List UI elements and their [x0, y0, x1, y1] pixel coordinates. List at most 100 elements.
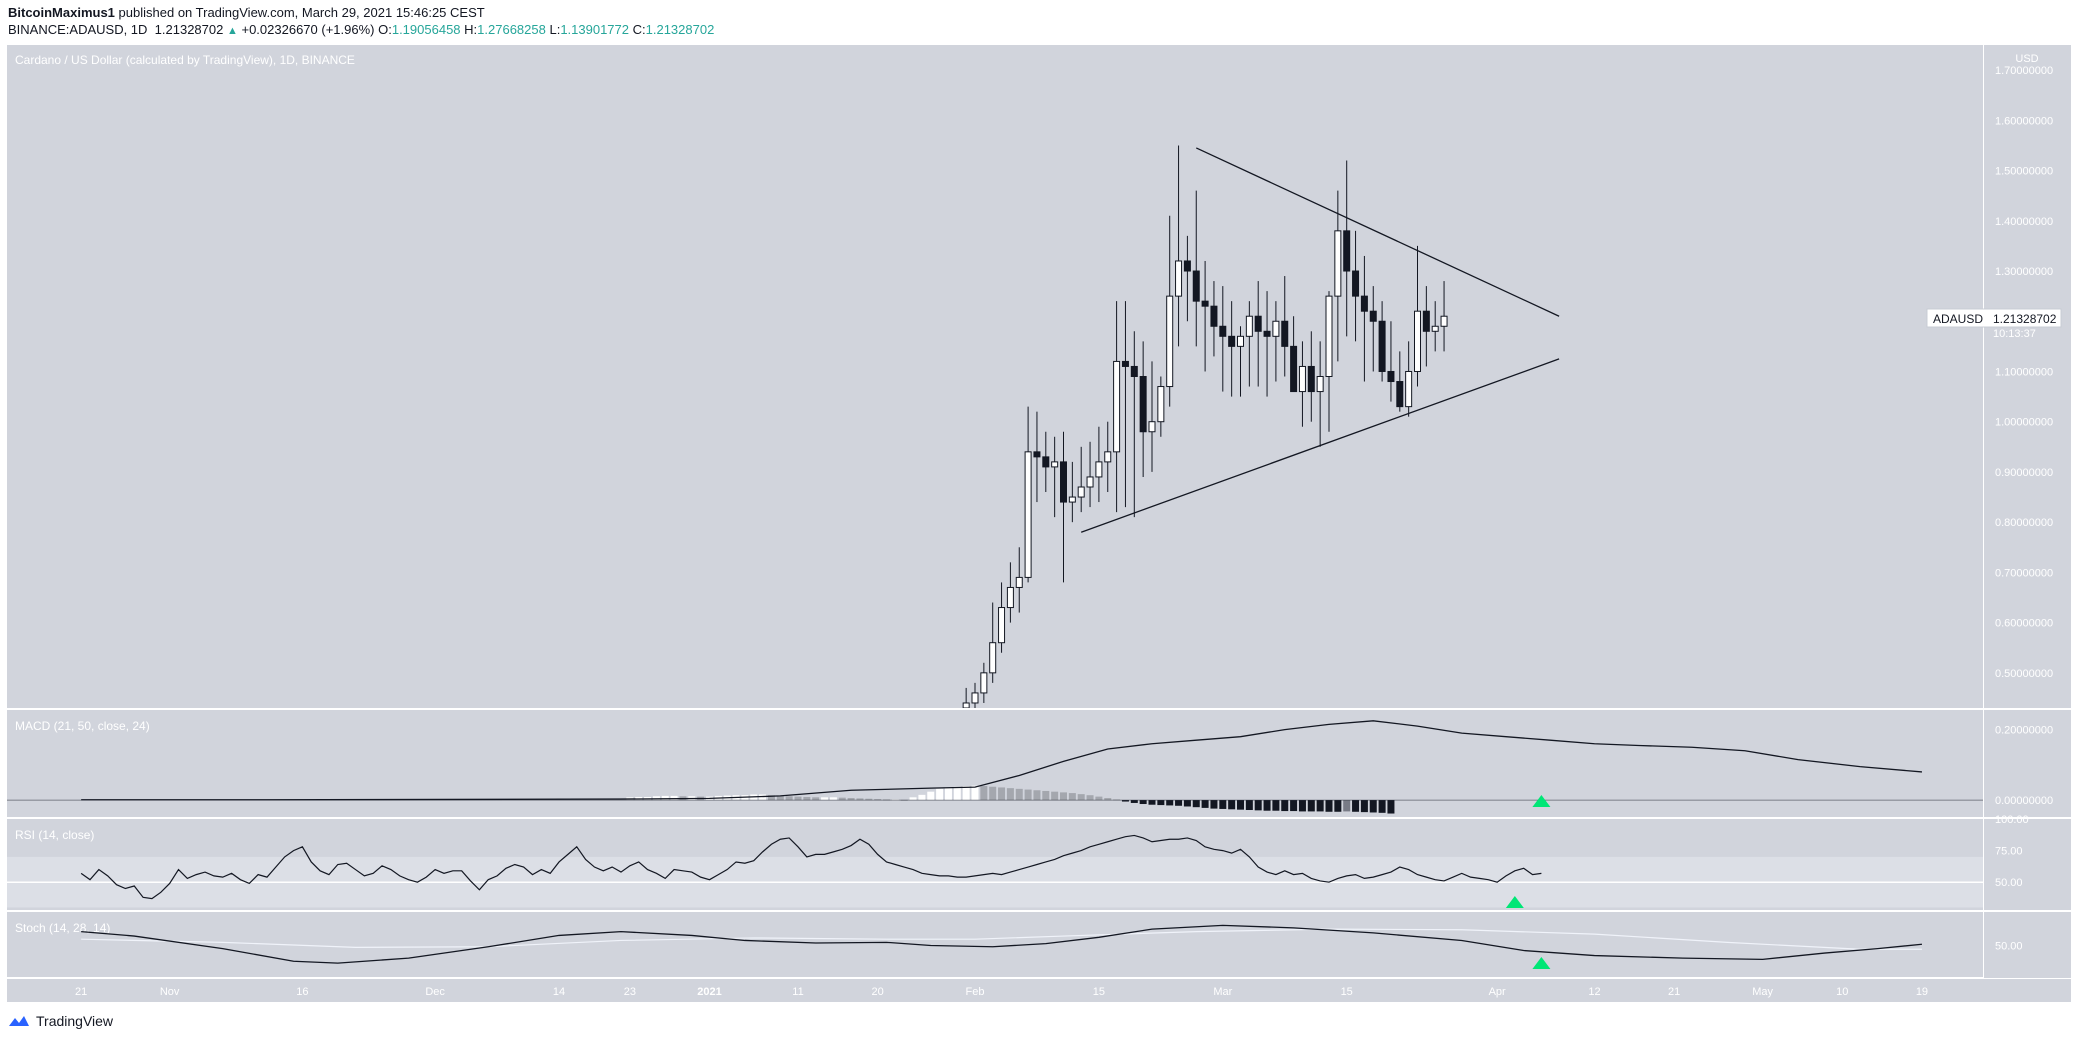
- candle-body: [1015, 576, 1023, 588]
- time-tick-label: 15: [1093, 986, 1105, 998]
- macd-pane-title: MACD (21, 50, close, 24): [15, 719, 150, 733]
- macd-histogram-bar: [1334, 800, 1342, 812]
- time-tick-label: Apr: [1489, 986, 1506, 998]
- time-tick-label: 15: [1341, 986, 1353, 998]
- rsi-line: [80, 834, 1542, 900]
- macd-line: [81, 720, 1923, 801]
- author-name[interactable]: BitcoinMaximus1: [8, 5, 115, 20]
- signal-up-triangle-icon: [1532, 957, 1551, 969]
- time-tick-label: 10: [1836, 986, 1848, 998]
- macd-histogram-bar: [1139, 800, 1147, 805]
- time-tick-label: 23: [624, 986, 636, 998]
- macd-histogram-bar: [1245, 800, 1253, 811]
- candle-body: [1440, 315, 1448, 327]
- high-value: 1.27668258: [477, 22, 546, 37]
- candle-body: [1060, 461, 1067, 503]
- price-tick-label: 1.50000000: [1995, 166, 2053, 178]
- macd-histogram-bar: [776, 795, 784, 801]
- footer-branding[interactable]: TradingView: [8, 1013, 113, 1029]
- macd-histogram-bar: [1228, 800, 1236, 810]
- time-axis[interactable]: [7, 979, 2071, 1002]
- macd-histogram-bar: [1290, 800, 1298, 812]
- macd-histogram-bar: [1175, 800, 1183, 806]
- macd-histogram-bar: [1024, 789, 1032, 801]
- currency-label: USD: [2015, 53, 2038, 65]
- macd-histogram-bar: [1387, 800, 1395, 814]
- price-tick-label: 0.80000000: [1995, 517, 2053, 529]
- macd-pane[interactable]: [7, 710, 1983, 817]
- time-tick-label: 14: [553, 986, 565, 998]
- macd-histogram-bar: [1219, 800, 1227, 809]
- time-tick-label: Dec: [425, 986, 445, 998]
- candle-body: [1254, 315, 1262, 332]
- candle-body: [1369, 310, 1377, 322]
- candle-body: [1343, 230, 1351, 272]
- macd-histogram-bar: [909, 797, 917, 801]
- macd-histogram-bar: [1298, 800, 1306, 812]
- macd-histogram-bar: [1086, 795, 1094, 801]
- close-value: 1.21328702: [645, 22, 715, 37]
- time-tick-label: 20: [872, 986, 884, 998]
- candle-body: [1245, 315, 1253, 337]
- candle-body: [1024, 451, 1032, 578]
- open-label: O:: [378, 22, 392, 37]
- candle-body: [962, 702, 970, 708]
- candle-body: [1104, 451, 1112, 463]
- tradingview-logo-icon: [9, 1016, 29, 1026]
- main-pane-title: Cardano / US Dollar (calculated by Tradi…: [15, 53, 355, 67]
- macd-histogram-bar: [874, 799, 882, 801]
- main-pane[interactable]: [7, 45, 1983, 708]
- macd-histogram-bar: [785, 796, 793, 801]
- rsi-tick-label: 100.00: [1995, 814, 2029, 826]
- up-arrow-icon: ▲: [226, 25, 238, 37]
- candle-body: [1272, 320, 1280, 337]
- candle-body: [1352, 270, 1360, 297]
- candle-body: [1095, 461, 1103, 478]
- price-tag-box: [1926, 308, 2062, 328]
- candle-body: [1183, 260, 1191, 272]
- macd-histogram-bar: [1272, 800, 1280, 811]
- macd-histogram-bar: [998, 787, 1006, 801]
- candle-body: [1228, 335, 1236, 347]
- candle-body: [1210, 305, 1218, 327]
- time-tick-label: 11: [792, 986, 803, 998]
- candle-body: [1334, 230, 1342, 297]
- macd-histogram-bar: [865, 798, 873, 801]
- candle-body: [1139, 376, 1147, 433]
- price-tick-label: 1.70000000: [1995, 65, 2053, 77]
- candle-body: [1219, 325, 1227, 337]
- candle-body: [1422, 310, 1430, 332]
- stoch-tick-label: 50.00: [1995, 941, 2023, 953]
- macd-histogram-bar: [1183, 800, 1191, 807]
- candle-body: [1405, 370, 1413, 408]
- macd-histogram-bar: [1095, 796, 1103, 801]
- candle-body: [1068, 496, 1076, 503]
- rsi-pane-title: RSI (14, close): [15, 828, 94, 842]
- macd-histogram-bar: [1254, 800, 1262, 811]
- symbol-line: BINANCE:ADAUSD, 1D: [8, 22, 148, 37]
- publish-info: BitcoinMaximus1 published on TradingView…: [8, 4, 485, 21]
- macd-histogram-bar: [1121, 800, 1129, 802]
- time-tick-label: 21: [1668, 986, 1680, 998]
- candle-body: [1360, 295, 1368, 312]
- stoch-pane[interactable]: [7, 912, 1983, 977]
- price-axis[interactable]: [1984, 45, 2071, 978]
- time-tick-label: May: [1752, 986, 1773, 998]
- candle-body: [1263, 330, 1271, 337]
- time-tick-label: Feb: [966, 986, 985, 998]
- macd-histogram-bar: [971, 785, 979, 801]
- candle-body: [1130, 365, 1138, 378]
- price-tick-label: 0.90000000: [1995, 467, 2053, 479]
- candle-body: [1157, 386, 1165, 423]
- macd-histogram-bar: [1051, 791, 1059, 801]
- triangle-lower-line: [1080, 358, 1560, 533]
- macd-histogram-bar: [953, 786, 961, 801]
- candle-body: [1042, 456, 1050, 468]
- macd-histogram-bar: [1166, 800, 1174, 806]
- macd-histogram-bar: [847, 798, 855, 801]
- low-value: 1.13901772: [560, 22, 629, 37]
- macd-histogram-bar: [829, 797, 837, 801]
- candle-body: [1307, 365, 1315, 393]
- macd-histogram-bar: [661, 795, 669, 801]
